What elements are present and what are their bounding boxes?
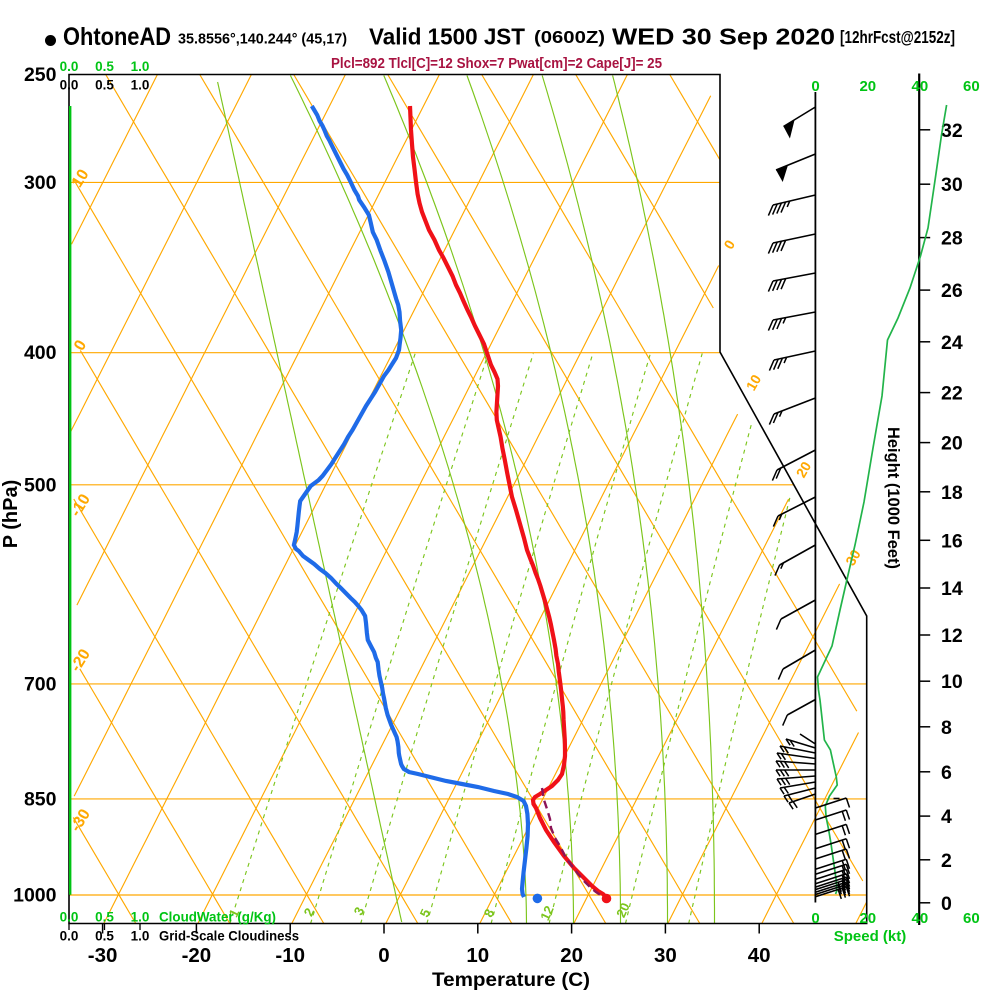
svg-text:500: 500 [24,474,57,496]
svg-text:18: 18 [941,482,963,504]
svg-text:1.0: 1.0 [131,78,150,93]
svg-text:0: 0 [811,78,819,95]
svg-text:16: 16 [941,530,963,552]
svg-text:20: 20 [793,459,815,481]
svg-text:0: 0 [378,944,389,967]
svg-text:Height (1000 Feet): Height (1000 Feet) [884,427,902,569]
svg-text:CloudWater (g/Kg): CloudWater (g/Kg) [159,910,276,925]
svg-text:0: 0 [811,910,819,927]
svg-text:(0600Z): (0600Z) [534,27,605,47]
svg-text:60: 60 [963,910,980,927]
svg-text:0.5: 0.5 [95,78,114,93]
svg-text:Temperature (C): Temperature (C) [432,970,590,991]
svg-text:20: 20 [941,433,963,455]
svg-text:40: 40 [748,944,771,967]
svg-text:8: 8 [941,717,952,739]
svg-text:0.5: 0.5 [95,59,114,74]
svg-text:30: 30 [941,174,963,196]
svg-text:Valid 1500 JST: Valid 1500 JST [369,24,525,50]
svg-text:22: 22 [941,383,963,405]
svg-text:300: 300 [24,172,57,194]
svg-text:40: 40 [912,910,929,927]
svg-text:32: 32 [941,120,963,142]
svg-text:28: 28 [941,228,963,250]
svg-text:2: 2 [941,850,952,872]
svg-text:12: 12 [941,625,963,647]
svg-text:0.0: 0.0 [60,929,79,944]
svg-text:24: 24 [941,332,963,354]
svg-text:-10: -10 [275,944,305,967]
svg-text:Grid-Scale Cloudiness: Grid-Scale Cloudiness [159,929,299,944]
svg-text:0.0: 0.0 [60,59,79,74]
svg-text:0.5: 0.5 [95,929,114,944]
svg-text:Plcl=892 Tlcl[C]=12 Shox=7 Pwa: Plcl=892 Tlcl[C]=12 Shox=7 Pwat[cm]=2 Ca… [331,56,662,72]
svg-text:Speed (kt): Speed (kt) [834,928,907,945]
svg-text:850: 850 [24,788,57,810]
svg-text:WED 30 Sep 2020: WED 30 Sep 2020 [612,24,835,50]
svg-text:250: 250 [24,64,57,86]
svg-text:1.0: 1.0 [131,910,150,925]
svg-text:0.0: 0.0 [60,78,79,93]
svg-text:30: 30 [654,944,677,967]
svg-text:1.0: 1.0 [131,59,150,74]
svg-text:40: 40 [912,78,929,95]
svg-text:10: 10 [69,166,93,190]
svg-text:10: 10 [743,372,765,394]
svg-text:12: 12 [537,903,557,922]
svg-text:10: 10 [466,944,489,967]
svg-text:20: 20 [613,900,633,919]
svg-text:1000: 1000 [13,885,57,907]
svg-text:35.8556°,140.244° (45,17): 35.8556°,140.244° (45,17) [178,32,347,48]
svg-text:10: 10 [941,671,963,693]
svg-text:20: 20 [859,78,876,95]
svg-text:P (hPa): P (hPa) [0,480,22,549]
svg-text:26: 26 [941,280,963,302]
svg-text:700: 700 [24,673,57,695]
svg-text:-30: -30 [88,944,118,967]
svg-text:4: 4 [941,806,952,828]
svg-text:0.5: 0.5 [95,910,114,925]
svg-text:0: 0 [941,893,952,915]
svg-text:[12hrFcst@2152z]: [12hrFcst@2152z] [840,27,955,47]
svg-text:-20: -20 [182,944,212,967]
svg-text:30: 30 [842,547,864,569]
svg-text:0.0: 0.0 [60,910,79,925]
svg-text:20: 20 [859,910,876,927]
svg-text:20: 20 [560,944,583,967]
svg-text:1.0: 1.0 [131,929,150,944]
svg-text:OhtoneAD: OhtoneAD [63,23,171,51]
svg-text:14: 14 [941,578,963,600]
svg-text:400: 400 [24,342,57,364]
svg-text:6: 6 [941,762,952,784]
svg-text:60: 60 [963,78,980,95]
